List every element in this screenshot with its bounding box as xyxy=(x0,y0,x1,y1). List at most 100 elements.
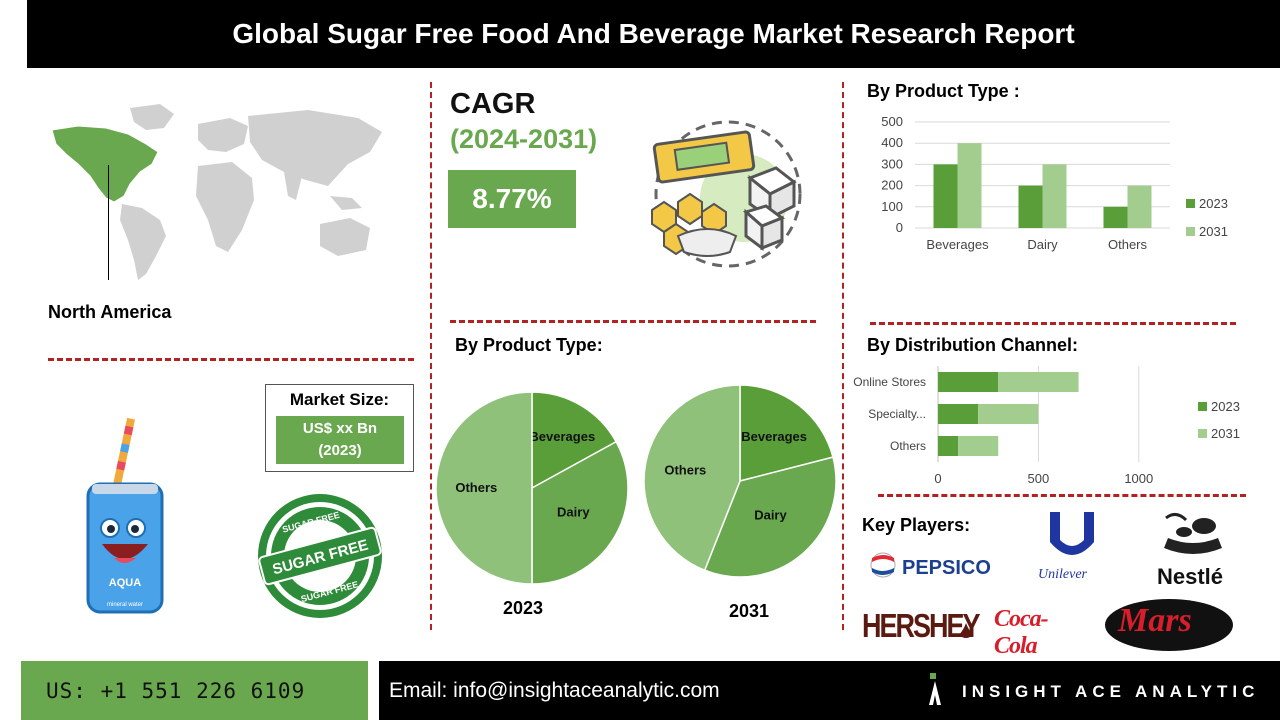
hbar-y-tick-label: Others xyxy=(890,439,926,453)
bar-others-2031 xyxy=(1127,185,1152,228)
map-south-america xyxy=(120,204,166,280)
bar-y-tick-label: 400 xyxy=(881,135,903,150)
bar-y-tick-label: 500 xyxy=(881,114,903,129)
bar-beverages-2031 xyxy=(957,143,982,228)
map-europe xyxy=(198,118,248,152)
bar-x-tick-label: Others xyxy=(1108,237,1148,252)
divider-right-low xyxy=(878,494,1246,497)
unilever-u-icon xyxy=(1050,512,1094,555)
market-size-box: Market Size: US$ xx Bn (2023) xyxy=(265,384,414,472)
footer-email-bar: Email: info@insightaceanalytic.com INSIG… xyxy=(379,661,1280,720)
nestle-nest-icon xyxy=(1164,513,1222,554)
bar-x-tick-label: Beverages xyxy=(926,237,989,252)
can-sublabel: mineral water xyxy=(107,602,143,608)
world-map xyxy=(51,104,382,280)
hbar-2-2023 xyxy=(938,436,959,456)
pie-slice-others xyxy=(643,384,741,572)
footer-email: Email: info@insightaceanalytic.com xyxy=(389,679,720,702)
map-australia xyxy=(320,218,370,256)
product-type-bar-chart: 0 100 200 300 400 500 Beverages Dairy Others 2023… xyxy=(881,114,1228,252)
divider-right-mid xyxy=(870,322,1236,325)
report-header: Global Sugar Free Food And Beverage Mark… xyxy=(27,0,1280,68)
pepsico-logo: PEPSICO xyxy=(870,550,1020,586)
snack-illustration xyxy=(651,120,802,268)
market-size-value: US$ xx Bn (2023) xyxy=(276,416,404,464)
hershey-wordmark: HERSHEY xyxy=(862,607,981,645)
distribution-bar-chart: 0 500 1000 Online Stores Specialty... Others 2… xyxy=(853,366,1240,486)
product-type-pie-title: By Product Type: xyxy=(455,335,603,355)
bar-y-tick-label: 200 xyxy=(881,178,903,193)
divider-left-mid xyxy=(48,358,414,361)
bar-x-tick-label: Dairy xyxy=(1027,237,1058,252)
bar-legend-swatch-2023 xyxy=(1186,199,1195,208)
bar-y-tick-label: 100 xyxy=(881,199,903,214)
hbar-y-tick-label: Specialty... xyxy=(868,407,926,421)
coca-cola-logo: Coca-Cola xyxy=(994,600,1086,659)
can-label: AQUA xyxy=(109,577,141,589)
bar-beverages-2023 xyxy=(933,164,958,228)
pie-2031-year-label: 2031 xyxy=(729,601,770,621)
hbar-x-tick-label: 500 xyxy=(1028,471,1050,486)
map-north-america xyxy=(51,125,159,203)
hbar-y-tick-label: Online Stores xyxy=(853,375,926,389)
hbar-legend-swatch-2031 xyxy=(1198,429,1207,438)
nestle-logo: Nestlé xyxy=(1152,508,1238,590)
hbar-legend-swatch-2023 xyxy=(1198,402,1207,411)
region-label: North America xyxy=(48,302,172,322)
map-asia xyxy=(248,110,382,186)
key-players-title: Key Players: xyxy=(862,515,971,535)
divider-center-mid xyxy=(450,320,816,323)
pie-slice-beverages xyxy=(531,391,618,490)
nestle-wordmark: Nestlé xyxy=(1157,564,1224,589)
footer-phone: US: +1 551 226 6109 xyxy=(21,661,368,720)
hbar-1-2031 xyxy=(978,404,1039,424)
map-pointer-line xyxy=(108,165,109,280)
hbar-2-2031 xyxy=(958,436,999,456)
hbar-legend-label-2023: 2023 xyxy=(1211,399,1240,414)
hbar-x-tick-label: 0 xyxy=(934,471,941,486)
divider-vertical-right xyxy=(842,82,844,630)
bar-y-tick-label: 0 xyxy=(896,220,903,235)
pie-slice-beverages xyxy=(739,384,834,482)
kiss-icon xyxy=(959,623,973,638)
market-size-year: (2023) xyxy=(318,442,362,459)
divider-vertical-left xyxy=(430,82,432,630)
unilever-wordmark: Unilever xyxy=(1038,567,1087,582)
pie-chart-2031: Beverages Dairy Others xyxy=(643,384,837,578)
coca-cola-wordmark: Coca-Cola xyxy=(994,606,1049,659)
unilever-logo: Unilever xyxy=(1036,510,1112,586)
pie-slice-dairy xyxy=(531,440,629,585)
pepsico-wordmark: PEPSICO xyxy=(902,557,991,579)
pie-slice-label: Others xyxy=(664,463,706,478)
distribution-title: By Distribution Channel: xyxy=(867,335,1078,355)
report-title: Global Sugar Free Food And Beverage Mark… xyxy=(232,18,1075,49)
hbar-x-tick-label: 1000 xyxy=(1124,471,1153,486)
product-type-bar-title: By Product Type : xyxy=(867,81,1020,101)
aqua-can-illustration: AQUA mineral water xyxy=(86,417,164,614)
bar-legend-label-2023: 2023 xyxy=(1199,196,1228,211)
pie-2023-year-label: 2023 xyxy=(503,598,544,618)
market-size-title: Market Size: xyxy=(289,390,390,409)
pepsi-globe-icon xyxy=(870,552,896,578)
pie-slice-label: Dairy xyxy=(557,504,590,519)
cagr-period: (2024-2031) xyxy=(450,124,598,154)
bar-y-tick-label: 300 xyxy=(881,156,903,171)
pie-slice-label: Beverages xyxy=(741,429,807,444)
mars-logo: Mars xyxy=(1104,598,1234,652)
map-sea-islands xyxy=(330,196,362,210)
bar-legend-label-2031: 2031 xyxy=(1199,224,1228,239)
cagr-label: CAGR xyxy=(450,88,536,120)
market-size-amount: US$ xx Bn xyxy=(302,420,378,437)
sugar-free-stamp: SUGAR FREE SUGAR FREE SUGAR FREE xyxy=(258,494,382,618)
hershey-logo: HERSHEY xyxy=(862,605,981,645)
pie-slice-dairy xyxy=(703,456,837,578)
cagr-value: 8.77% xyxy=(448,170,576,228)
pie-slice-label: Beverages xyxy=(529,429,595,444)
bar-dairy-2023 xyxy=(1018,185,1043,228)
insight-ace-logo-icon xyxy=(929,673,941,705)
bar-legend-swatch-2031 xyxy=(1186,227,1195,236)
hbar-0-2031 xyxy=(998,372,1079,392)
footer-brand: INSIGHT ACE ANALYTIC xyxy=(962,682,1260,701)
map-africa xyxy=(196,162,254,252)
pie-chart-2023: Beverages Dairy Others xyxy=(435,391,629,585)
